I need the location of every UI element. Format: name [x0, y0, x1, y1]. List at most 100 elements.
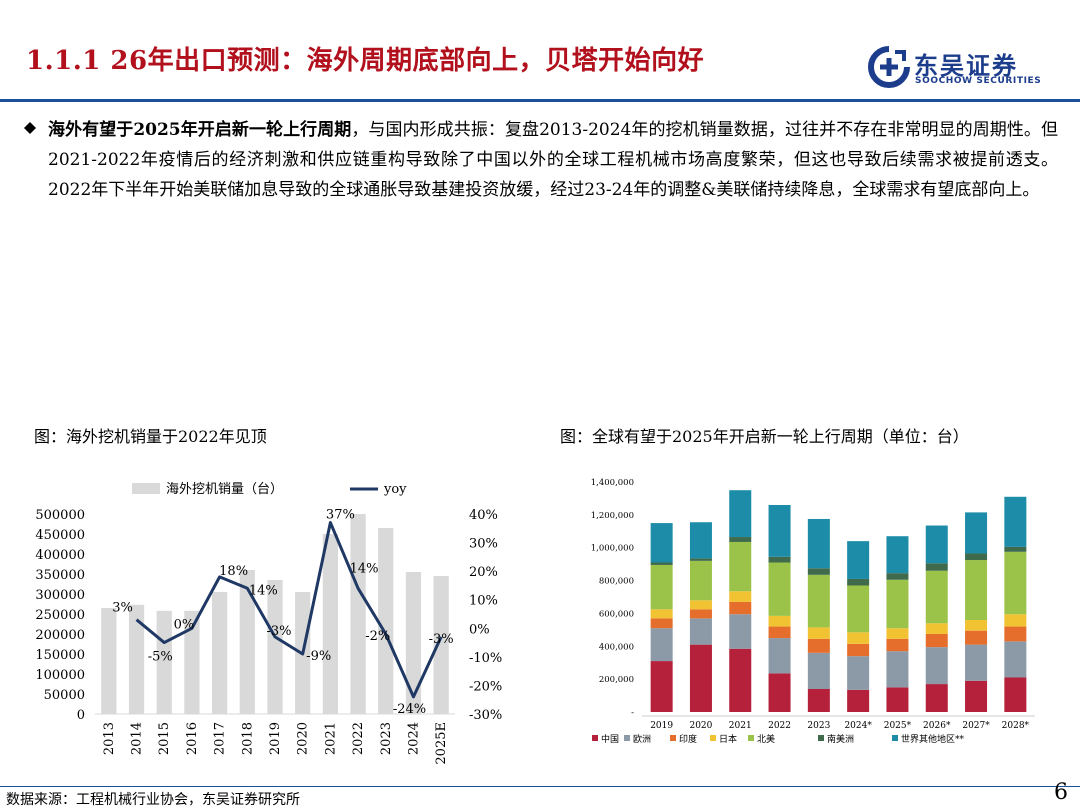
- stacked-bar-segment: [689, 644, 712, 712]
- stacked-bar-segment: [886, 536, 909, 574]
- bar-sales: [101, 608, 117, 714]
- stacked-bar-segment: [965, 680, 988, 712]
- stacked-bar-segment: [650, 618, 673, 629]
- x-tick-label: 2021: [323, 722, 338, 755]
- stacked-bar-segment: [650, 523, 673, 563]
- x-tick-label: 2022: [351, 722, 366, 755]
- y-tick: 400,000: [599, 642, 634, 652]
- stacked-bar-segment: [965, 512, 988, 554]
- x-tick-label: 2026*: [923, 721, 951, 731]
- y-left-tick: 350000: [35, 568, 85, 583]
- stacked-bar-segment: [925, 525, 948, 564]
- legend-label: 欧洲: [633, 733, 651, 745]
- x-tick-label: 2028*: [1002, 721, 1030, 731]
- stacked-bar-segment: [650, 609, 673, 619]
- stacked-bar-segment: [965, 560, 988, 620]
- x-tick-label: 2025*: [884, 721, 912, 731]
- soochow-logo-icon: [868, 46, 910, 88]
- x-tick-label: 2019: [268, 722, 283, 755]
- overseas-excavator-sales-chart: 海外挖机销量（台） yoy 0 50000 100000 150000 200000 2500…: [35, 482, 502, 765]
- stacked-bar-segment: [729, 648, 752, 712]
- summary-text: ，与国内形成共振：复盘2013-2024年的挖机销量数据，过往并不存在非常明显的…: [48, 120, 1058, 200]
- x-tick-label: 2014: [130, 722, 145, 755]
- bar-sales: [239, 570, 255, 714]
- y-tick: 800,000: [599, 577, 634, 587]
- yoy-data-label: -9%: [306, 649, 331, 664]
- summary-highlight: 海外有望于2025年开启新一轮上行周期: [48, 120, 352, 140]
- legend-label: 中国: [601, 733, 619, 745]
- stacked-bar-segment: [768, 505, 791, 557]
- stacked-bar-segment: [650, 562, 673, 565]
- stacked-bar-segment: [965, 644, 988, 681]
- stacked-bar-segment: [1004, 626, 1027, 642]
- legend-label-yoy: yoy: [383, 482, 407, 497]
- diamond-bullet-icon: [24, 122, 36, 134]
- bar-sales: [322, 534, 338, 714]
- x-tick-label: 2023: [807, 721, 830, 731]
- legend-swatch: [592, 735, 598, 741]
- x-tick-label: 2023: [379, 722, 394, 755]
- stacked-bar-segment: [768, 626, 791, 639]
- y-tick: 200,000: [599, 675, 634, 685]
- yoy-data-label: 37%: [326, 508, 355, 523]
- stacked-bar-segment: [847, 541, 870, 579]
- x-tick-label: 2016: [185, 722, 200, 755]
- stacked-bar-segment: [925, 633, 948, 648]
- bar-sales: [350, 514, 366, 714]
- bar-sales: [405, 572, 422, 714]
- stacked-bar-segment: [768, 638, 791, 674]
- y-left-tick: 300000: [35, 588, 85, 603]
- yoy-data-label: -3%: [429, 632, 454, 647]
- stacked-bar-segment: [886, 628, 909, 639]
- stacked-bar-segment: [689, 618, 712, 645]
- y-left-tick: 250000: [35, 608, 85, 623]
- stacked-bar-segment: [886, 573, 909, 580]
- stacked-bar-segment: [807, 689, 830, 712]
- stacked-bar-segment: [886, 638, 909, 652]
- stacked-bar-segment: [925, 570, 948, 624]
- yoy-data-label: -2%: [365, 629, 390, 644]
- stacked-bar-segment: [768, 615, 791, 627]
- legend-swatch-sales: [132, 483, 160, 494]
- company-logo: 东吴证券 SOOCHOW SECURITIES: [868, 46, 1048, 90]
- y-left-tick: 450000: [35, 528, 85, 543]
- stacked-bar-segment: [650, 628, 673, 662]
- legend-label: 北美: [757, 733, 775, 745]
- y-tick: 1,400,000: [591, 478, 634, 488]
- global-excavator-cycle-chart: - 200,000 400,000 600,000 800,000 1,000,000 1,…: [591, 478, 1035, 745]
- x-tick-label: 2020: [296, 722, 311, 755]
- stacked-bar-segment: [1004, 546, 1027, 552]
- legend-swatch: [624, 735, 630, 741]
- legend-label: 印度: [679, 733, 697, 745]
- stacked-bar-segment: [965, 553, 988, 561]
- y-left-tick: 200000: [35, 628, 85, 643]
- stacked-bar-segment: [925, 647, 948, 685]
- stacked-bar-segment: [729, 541, 752, 592]
- stacked-bar-segment: [729, 537, 752, 542]
- y-right-tick: -20%: [469, 679, 502, 694]
- stacked-bar-segment: [1004, 614, 1027, 627]
- stacked-bar-segment: [650, 564, 673, 610]
- stacked-bar-segment: [886, 687, 909, 712]
- bar-sales: [128, 604, 145, 714]
- logo-text-cn: 东吴证券: [914, 52, 1018, 80]
- legend-swatch: [670, 735, 676, 741]
- stacked-bar-segment: [925, 684, 948, 712]
- stacked-bar-segment: [1004, 641, 1027, 678]
- bar-sales: [378, 528, 394, 714]
- bar-sales: [212, 592, 228, 714]
- x-tick-label: 2013: [102, 722, 117, 755]
- bar-sales: [433, 576, 449, 714]
- stacked-bar-segment: [768, 673, 791, 712]
- stacked-bar-segment: [886, 579, 909, 629]
- x-tick-label: 2015: [157, 722, 172, 755]
- y-right-tick: 20%: [469, 565, 498, 580]
- logo-text-en: SOOCHOW SECURITIES: [915, 76, 1042, 86]
- stacked-bar-segment: [768, 556, 791, 563]
- y-left-tick: 50000: [44, 688, 85, 703]
- y-tick: -: [631, 708, 634, 718]
- bar-sales: [156, 610, 172, 714]
- x-tick-label: 2017: [213, 722, 228, 755]
- bar-sales: [267, 580, 283, 714]
- legend-swatch: [818, 735, 824, 741]
